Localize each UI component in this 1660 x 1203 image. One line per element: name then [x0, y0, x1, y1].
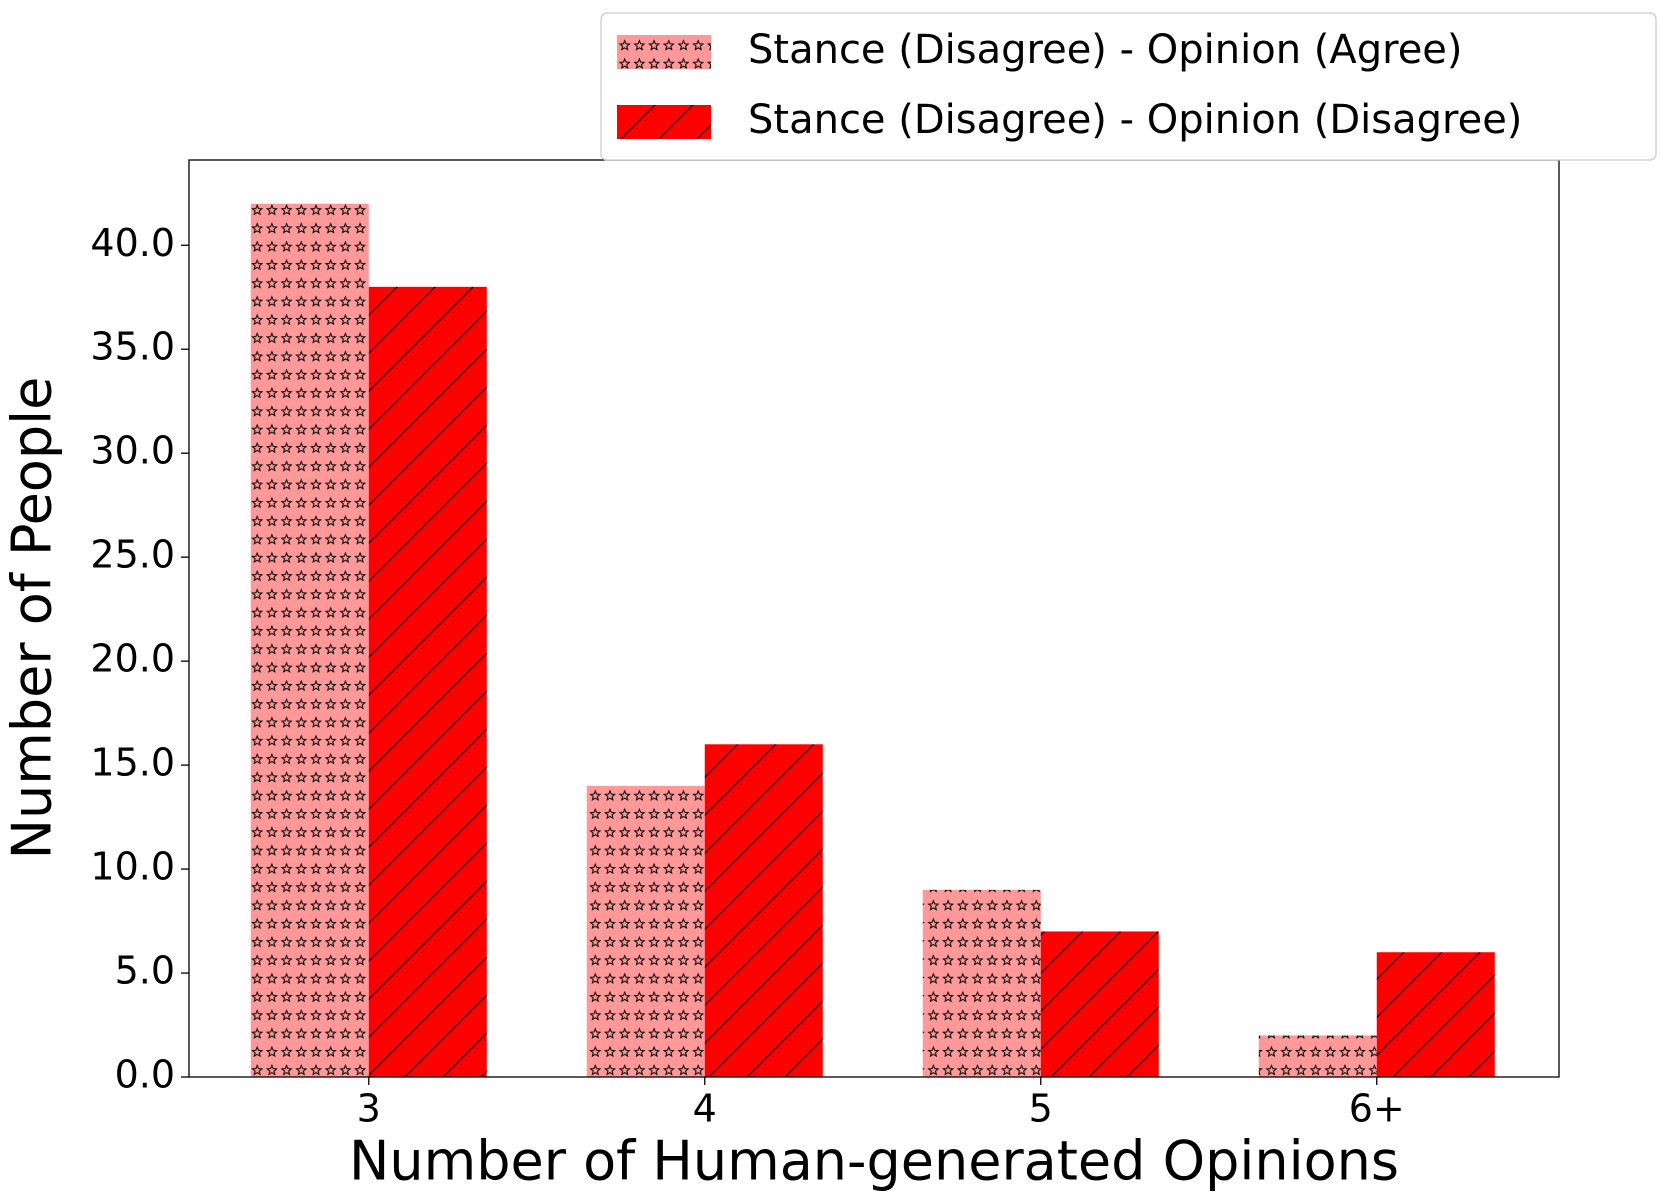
- y-tick-label: 30.0: [90, 429, 175, 473]
- bar: [1376, 952, 1495, 1077]
- x-tick-label: 3: [357, 1087, 381, 1131]
- x-tick-label: 6+: [1349, 1087, 1405, 1131]
- y-tick-label: 40.0: [90, 221, 175, 265]
- y-axis-label: Number of People: [1, 377, 64, 860]
- y-tick-label: 5.0: [115, 949, 175, 993]
- legend: Stance (Disagree) - Opinion (Agree) Stanc…: [600, 12, 1657, 161]
- bar: [922, 889, 1041, 1077]
- legend-label: Stance (Disagree) - Opinion (Agree): [748, 27, 1463, 73]
- bar: [586, 785, 705, 1077]
- y-tick-label: 25.0: [90, 533, 175, 577]
- legend-swatch: [617, 35, 711, 69]
- x-tick-label: 5: [1029, 1087, 1053, 1131]
- x-axis-label: Number of Human-generated Opinions: [349, 1130, 1399, 1193]
- x-tick-label: 4: [693, 1087, 717, 1131]
- legend-swatch: [617, 105, 711, 139]
- bar: [1040, 931, 1159, 1077]
- bar: [368, 286, 487, 1077]
- y-tick-label: 0.0: [115, 1053, 175, 1097]
- y-tick-label: 20.0: [90, 637, 175, 681]
- legend-box: [600, 12, 1657, 161]
- bar: [704, 744, 823, 1077]
- y-tick-label: 10.0: [90, 845, 175, 889]
- y-tick-label: 35.0: [90, 325, 175, 369]
- legend-label: Stance (Disagree) - Opinion (Disagree): [748, 97, 1522, 143]
- bar: [250, 203, 369, 1077]
- bar: [1258, 1035, 1377, 1077]
- y-tick-label: 15.0: [90, 741, 175, 785]
